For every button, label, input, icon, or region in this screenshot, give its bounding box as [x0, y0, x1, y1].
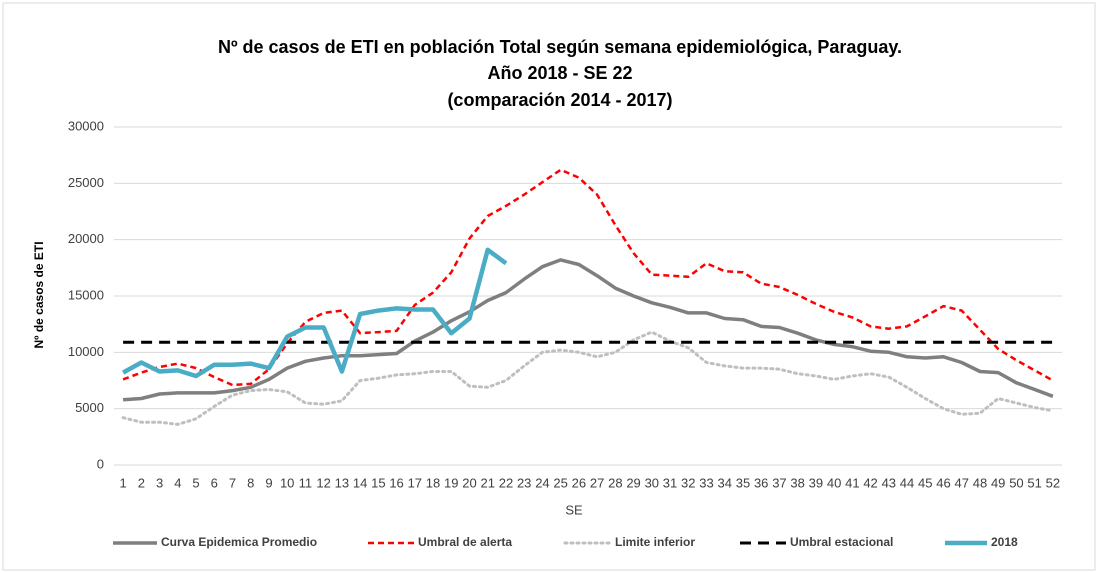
x-tick-label: 36	[754, 475, 768, 490]
y-tick-label: 20000	[68, 231, 104, 246]
x-tick-label: 29	[626, 475, 640, 490]
x-tick-label: 39	[809, 475, 823, 490]
x-tick-label: 7	[229, 475, 236, 490]
legend-label: 2018	[991, 535, 1018, 549]
chart-title: Nº de casos de ETI en población Total se…	[218, 37, 902, 57]
y-tick-label: 30000	[68, 118, 104, 133]
x-tick-label: 48	[973, 475, 987, 490]
x-tick-label: 52	[1046, 475, 1060, 490]
x-tick-label: 18	[426, 475, 440, 490]
x-tick-label: 4	[174, 475, 181, 490]
x-tick-label: 25	[553, 475, 567, 490]
x-tick-label: 38	[790, 475, 804, 490]
x-tick-label: 28	[608, 475, 622, 490]
x-tick-label: 46	[936, 475, 950, 490]
y-axis-title: Nº de casos de ETI	[32, 241, 46, 348]
y-tick-label: 10000	[68, 344, 104, 359]
x-tick-label: 22	[499, 475, 513, 490]
legend-label: Umbral estacional	[790, 535, 893, 549]
x-tick-label: 40	[827, 475, 841, 490]
x-tick-label: 44	[900, 475, 914, 490]
x-tick-label: 14	[353, 475, 367, 490]
x-tick-label: 10	[280, 475, 294, 490]
x-tick-label: 24	[535, 475, 549, 490]
x-tick-label: 5	[192, 475, 199, 490]
series-line	[121, 330, 1055, 426]
x-tick-label: 1	[119, 475, 126, 490]
x-tick-label: 12	[316, 475, 330, 490]
x-tick-label: 2	[138, 475, 145, 490]
x-tick-label: 31	[663, 475, 677, 490]
x-tick-label: 42	[863, 475, 877, 490]
x-tick-label: 6	[211, 475, 218, 490]
legend-label: Umbral de alerta	[418, 535, 512, 549]
legend-label: Curva Epidemica Promedio	[161, 535, 317, 549]
series-line	[122, 258, 1054, 402]
x-tick-label: 20	[462, 475, 476, 490]
x-tick-label: 30	[645, 475, 659, 490]
y-tick-label: 5000	[75, 400, 104, 415]
y-tick-label: 25000	[68, 175, 104, 190]
x-tick-label: 47	[954, 475, 968, 490]
x-tick-label: 49	[991, 475, 1005, 490]
chart-title: (comparación 2014 - 2017)	[447, 90, 672, 110]
x-tick-label: 16	[389, 475, 403, 490]
x-tick-label: 50	[1009, 475, 1023, 490]
x-axis-title: SE	[565, 502, 583, 517]
x-tick-label: 51	[1027, 475, 1041, 490]
x-tick-label: 21	[480, 475, 494, 490]
x-tick-label: 15	[371, 475, 385, 490]
x-tick-label: 27	[590, 475, 604, 490]
x-tick-label: 8	[247, 475, 254, 490]
x-tick-label: 9	[265, 475, 272, 490]
x-tick-label: 35	[736, 475, 750, 490]
series-line	[122, 247, 508, 379]
x-tick-label: 3	[156, 475, 163, 490]
chart-title: Año 2018 - SE 22	[487, 63, 632, 83]
x-tick-label: 41	[845, 475, 859, 490]
legend-label: Limite inferior	[615, 535, 695, 549]
x-tick-label: 43	[882, 475, 896, 490]
x-tick-label: 26	[572, 475, 586, 490]
x-tick-label: 37	[772, 475, 786, 490]
x-tick-label: 45	[918, 475, 932, 490]
x-tick-label: 33	[699, 475, 713, 490]
x-tick-label: 13	[335, 475, 349, 490]
x-tick-label: 32	[681, 475, 695, 490]
y-tick-label: 15000	[68, 287, 104, 302]
x-tick-label: 11	[299, 475, 313, 490]
x-tick-label: 34	[717, 475, 731, 490]
y-tick-label: 0	[97, 456, 104, 471]
x-tick-label: 17	[408, 475, 422, 490]
x-tick-label: 23	[517, 475, 531, 490]
x-tick-label: 19	[444, 475, 458, 490]
